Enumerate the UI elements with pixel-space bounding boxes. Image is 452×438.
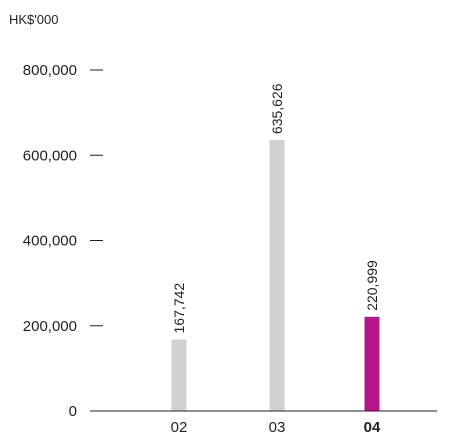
y-axis: 0 200,000 400,000 600,000 800,000 [23, 62, 103, 420]
y-tick-label: 400,000 [23, 233, 77, 250]
bar-03 [269, 140, 285, 411]
bar-value-label: 220,999 [364, 260, 380, 311]
bar-04 [364, 316, 380, 411]
x-category-label: 04 [364, 419, 381, 436]
y-tick-label: 600,000 [23, 147, 77, 164]
x-category-label: 03 [269, 419, 286, 436]
y-tick-label: 200,000 [23, 318, 77, 335]
bars-group: 167,742 635,626 220,999 [171, 83, 380, 411]
bar-02 [171, 339, 187, 411]
y-tick-label: 0 [69, 403, 77, 420]
bar-value-label: 167,742 [171, 283, 187, 334]
y-tick-label: 800,000 [23, 62, 77, 79]
x-category-label: 02 [171, 419, 188, 436]
bar-value-label: 635,626 [269, 83, 285, 134]
x-axis: 02 03 04 [171, 419, 381, 436]
y-axis-unit-label: HK$'000 [9, 12, 58, 27]
